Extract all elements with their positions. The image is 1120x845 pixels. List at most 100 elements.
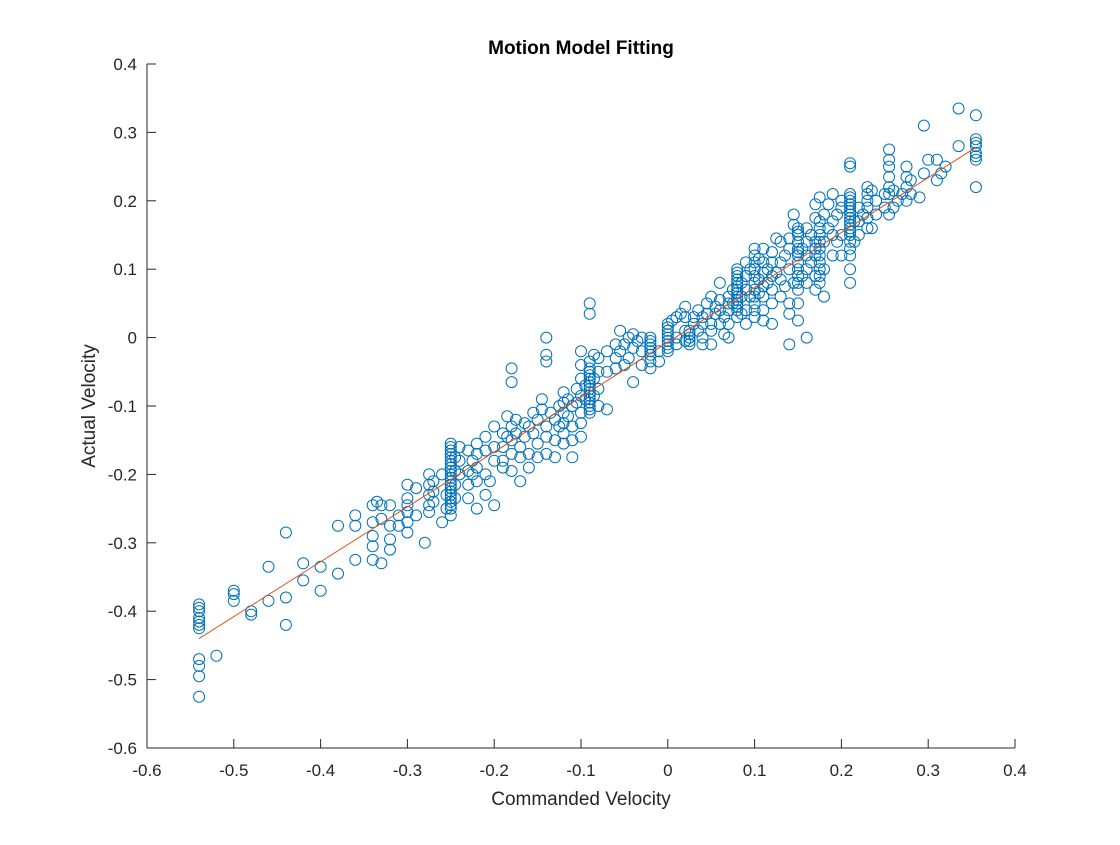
scatter-point [575, 430, 587, 443]
scatter-point [444, 492, 457, 505]
x-tick-label: -0.5 [219, 761, 248, 780]
fit-line [198, 147, 977, 639]
scatter-point [800, 222, 813, 235]
scatter-point [735, 307, 748, 320]
scatter-point [917, 167, 930, 180]
scatter-point [748, 249, 761, 262]
scatter-point [349, 553, 362, 566]
scatter-point [705, 317, 718, 330]
scatter-point [835, 201, 848, 214]
scatter-point [969, 150, 982, 163]
x-tick-label: -0.6 [132, 761, 161, 780]
scatter-point [609, 352, 622, 365]
scatter-point [297, 574, 310, 587]
scatter-point [731, 300, 744, 313]
scatter-point [193, 598, 206, 611]
scatter-point [666, 314, 679, 327]
scatter-point [210, 649, 223, 662]
scatter-point [800, 331, 813, 344]
scatter-point [527, 406, 540, 419]
scatter-point [583, 389, 596, 402]
scatter-point [722, 317, 735, 330]
scatter-point [462, 478, 475, 491]
scatter-point [783, 338, 796, 351]
scatter-point [813, 222, 826, 235]
scatter-point [792, 314, 804, 327]
scatter-point [748, 290, 761, 303]
scatter-point [705, 338, 718, 351]
scatter-point [588, 389, 600, 402]
scatter-point [718, 311, 731, 324]
scatter-point [679, 324, 692, 337]
scatter-point [739, 256, 752, 269]
scatter-point [262, 560, 275, 573]
scatter-point [366, 540, 379, 553]
scatter-point [583, 369, 596, 382]
scatter-point [792, 235, 804, 248]
scatter-point [752, 252, 765, 265]
scatter-point [748, 283, 761, 296]
scatter-point [392, 519, 405, 532]
scatter-point [423, 478, 436, 491]
scatter-point [900, 160, 913, 173]
scatter-point [644, 355, 657, 368]
scatter-point [770, 232, 783, 245]
scatter-point [505, 420, 518, 433]
scatter-point [384, 519, 396, 532]
scatter-point [488, 499, 501, 512]
scatter-point [861, 211, 874, 224]
scatter-point [496, 441, 509, 453]
scatter-point [844, 157, 857, 170]
scatter-point [583, 365, 596, 378]
scatter-point [809, 211, 822, 224]
scatter-point [713, 294, 726, 306]
scatter-point [444, 471, 457, 484]
scatter-point [731, 280, 744, 293]
scatter-point [844, 263, 857, 276]
scatter-point [401, 516, 414, 529]
scatter-point [531, 437, 544, 450]
scatter-point [692, 304, 705, 317]
scatter-point [583, 362, 596, 375]
scatter-point [883, 160, 896, 173]
scatter-point [705, 290, 718, 303]
scatter-point [969, 140, 982, 153]
scatter-point [501, 410, 514, 423]
scatter-point [279, 591, 292, 604]
scatter-point [449, 451, 462, 464]
scatter-point [470, 475, 483, 488]
scatter-point [731, 276, 744, 289]
scatter-point [444, 475, 457, 488]
scatter-point [583, 307, 596, 320]
scatter-point [809, 235, 822, 248]
scatter-point [618, 338, 631, 351]
scatter-point [349, 519, 362, 532]
scatter-point [800, 263, 813, 276]
scatter-point [792, 225, 804, 238]
scatter-point [757, 266, 770, 279]
scatter-point [661, 331, 674, 344]
scatter-point [575, 345, 587, 358]
scatter-point [792, 270, 804, 282]
scatter-point [731, 273, 744, 286]
x-tick-label: 0.3 [916, 761, 940, 780]
scatter-point [813, 263, 826, 276]
scatter-point [731, 294, 744, 306]
scatter-point [583, 403, 596, 416]
y-axis-label: Actual Velocity [79, 344, 100, 468]
scatter-point [744, 263, 757, 276]
scatter-point [332, 567, 344, 580]
scatter-point [969, 133, 982, 146]
scatter-point [887, 184, 900, 197]
scatter-point [553, 420, 566, 433]
scatter-point [332, 519, 344, 532]
scatter-point [614, 345, 627, 358]
scatter-point [375, 512, 388, 525]
scatter-point [713, 317, 726, 330]
scatter-point [193, 612, 206, 624]
scatter-point [835, 229, 848, 241]
scatter-point [770, 266, 783, 279]
scatter-point [679, 311, 692, 324]
scatter-point [462, 465, 475, 477]
scatter-point [792, 246, 804, 259]
